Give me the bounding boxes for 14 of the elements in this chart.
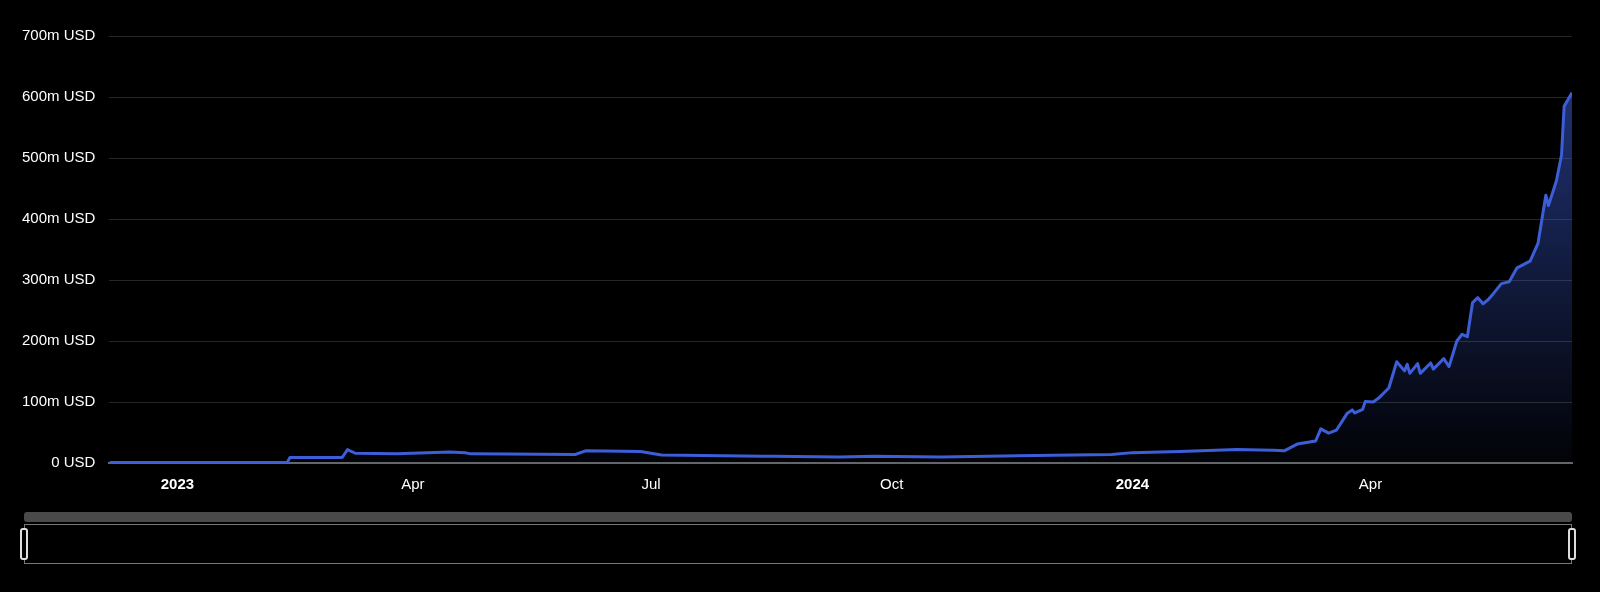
y-tick-label: 600m USD	[22, 87, 96, 105]
y-tick-label: 400m USD	[22, 209, 96, 227]
x-tick-label: 2023	[160, 475, 195, 493]
x-tick-label: Apr	[1358, 475, 1383, 493]
x-tick-label: Apr	[401, 475, 425, 493]
y-tick-label: 300m USD	[22, 270, 96, 288]
y-tick-label: 200m USD	[22, 331, 96, 349]
y-tick-label: 100m USD	[22, 392, 96, 410]
y-tick-label: 500m USD	[22, 148, 96, 166]
y-tick-label: 700m USD	[22, 26, 96, 44]
x-tick-label: 2024	[1115, 475, 1150, 493]
y-tick-label: 0 USD	[51, 453, 96, 471]
x-tick-label: Oct	[880, 475, 905, 493]
x-tick-label: Jul	[641, 475, 661, 493]
